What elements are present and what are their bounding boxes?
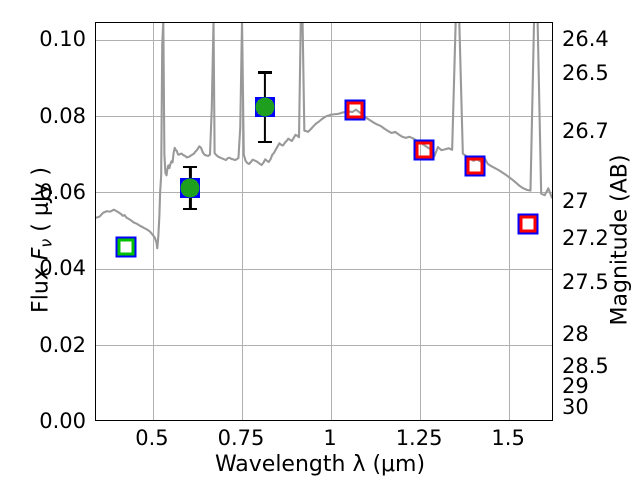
gridline-vertical: [420, 23, 421, 420]
y-axis-left-tick-label: 0.02: [39, 332, 86, 357]
x-axis-tick-label: 0.75: [217, 426, 265, 450]
xtick: [153, 420, 154, 421]
ytick-right: [552, 387, 553, 388]
y-axis-right-tick-label: 26.7: [562, 119, 609, 144]
ytick-right: [552, 408, 553, 409]
y-axis-left-title-suffix: ( μJy ): [28, 167, 54, 239]
xtick: [331, 420, 332, 421]
error-bar-cap: [183, 207, 198, 211]
model-photometry-square-outer: [115, 236, 137, 258]
ytick-right: [552, 239, 553, 240]
x-axis-tick-label: 1.25: [395, 426, 443, 450]
gridline-horizontal: [96, 192, 552, 193]
y-axis-right-title-wrap: Magnitude (AB): [600, 0, 640, 480]
y-axis-left-tick-label: 0.10: [39, 27, 86, 52]
y-axis-left-tick-label: 0.06: [39, 179, 86, 204]
gridline-vertical: [509, 23, 510, 420]
y-axis-right-tick-label: 27.2: [562, 226, 609, 251]
ytick-right: [552, 74, 553, 75]
ytick-left: [95, 345, 96, 346]
plot-area: [95, 22, 553, 421]
gridline-horizontal: [96, 269, 552, 270]
ytick-right: [552, 283, 553, 284]
error-bar-cap: [258, 71, 273, 74]
y-axis-left-title: Flux Fν ( μJy ): [28, 90, 55, 390]
model-photometry-square-outer: [344, 99, 366, 121]
y-axis-left-title-prefix: Flux: [28, 260, 54, 313]
y-axis-left-tick-label: 0.04: [39, 256, 86, 281]
y-axis-left-title-symbol: F: [28, 247, 54, 261]
ytick-left: [95, 269, 96, 270]
gridline-vertical: [331, 23, 332, 420]
ytick-right: [552, 335, 553, 336]
data-markers-layer: [96, 23, 552, 420]
x-axis-tick-label: 1.5: [491, 426, 525, 450]
y-axis-right-tick-label: 28.5: [562, 353, 609, 378]
xtick: [509, 420, 510, 421]
gridline-horizontal: [96, 40, 552, 41]
y-axis-left-tick-label: 0.00: [39, 409, 86, 433]
gridline-vertical: [153, 23, 154, 420]
y-axis-right-tick-label: 28: [562, 321, 589, 346]
model-photometry-square-inner: [117, 238, 135, 256]
ytick-right: [552, 132, 553, 133]
ytick-left: [95, 192, 96, 193]
y-axis-left-tick-label: 0.08: [39, 103, 86, 128]
error-bar-cap: [258, 141, 273, 144]
y-axis-right-title: Magnitude (AB): [607, 154, 633, 326]
y-axis-right-tick-label: 26.4: [562, 27, 609, 52]
y-axis-right-tick-label: 27: [562, 189, 589, 214]
model-photometry-square-outer: [517, 213, 539, 235]
ytick-right: [552, 202, 553, 203]
x-axis-tick-label: 0.5: [135, 426, 169, 450]
model-photometry-square-inner: [346, 101, 364, 119]
model-photometry-square-inner: [519, 215, 537, 233]
error-bar-cap: [183, 166, 198, 169]
y-axis-left-title-subscript: ν: [36, 238, 56, 248]
model-photometry-square-outer: [464, 155, 486, 177]
ytick-right: [552, 367, 553, 368]
ytick-left: [95, 40, 96, 41]
xtick: [242, 420, 243, 421]
x-axis-tick-label: 1: [323, 426, 337, 450]
gridline-vertical: [242, 23, 243, 420]
y-axis-right-tick-label: 27.5: [562, 270, 609, 295]
model-photometry-square-inner: [415, 141, 433, 159]
y-axis-right-tick-label: 30: [562, 395, 589, 420]
y-axis-right-tick-label: 26.5: [562, 60, 609, 85]
gridline-horizontal: [96, 345, 552, 346]
xtick: [420, 420, 421, 421]
x-axis-title: Wavelength λ (μm): [214, 452, 426, 477]
y-axis-left-title-wrap: Flux Fν ( μJy ): [10, 0, 55, 480]
ytick-right: [552, 40, 553, 41]
observed-photometry-point: [180, 178, 200, 198]
model-photometry-square-inner: [466, 157, 484, 175]
model-photometry-square-outer: [413, 139, 435, 161]
ytick-left: [95, 116, 96, 117]
y-axis-right-tick-label: 29: [562, 374, 589, 399]
observed-photometry-point: [255, 97, 275, 117]
